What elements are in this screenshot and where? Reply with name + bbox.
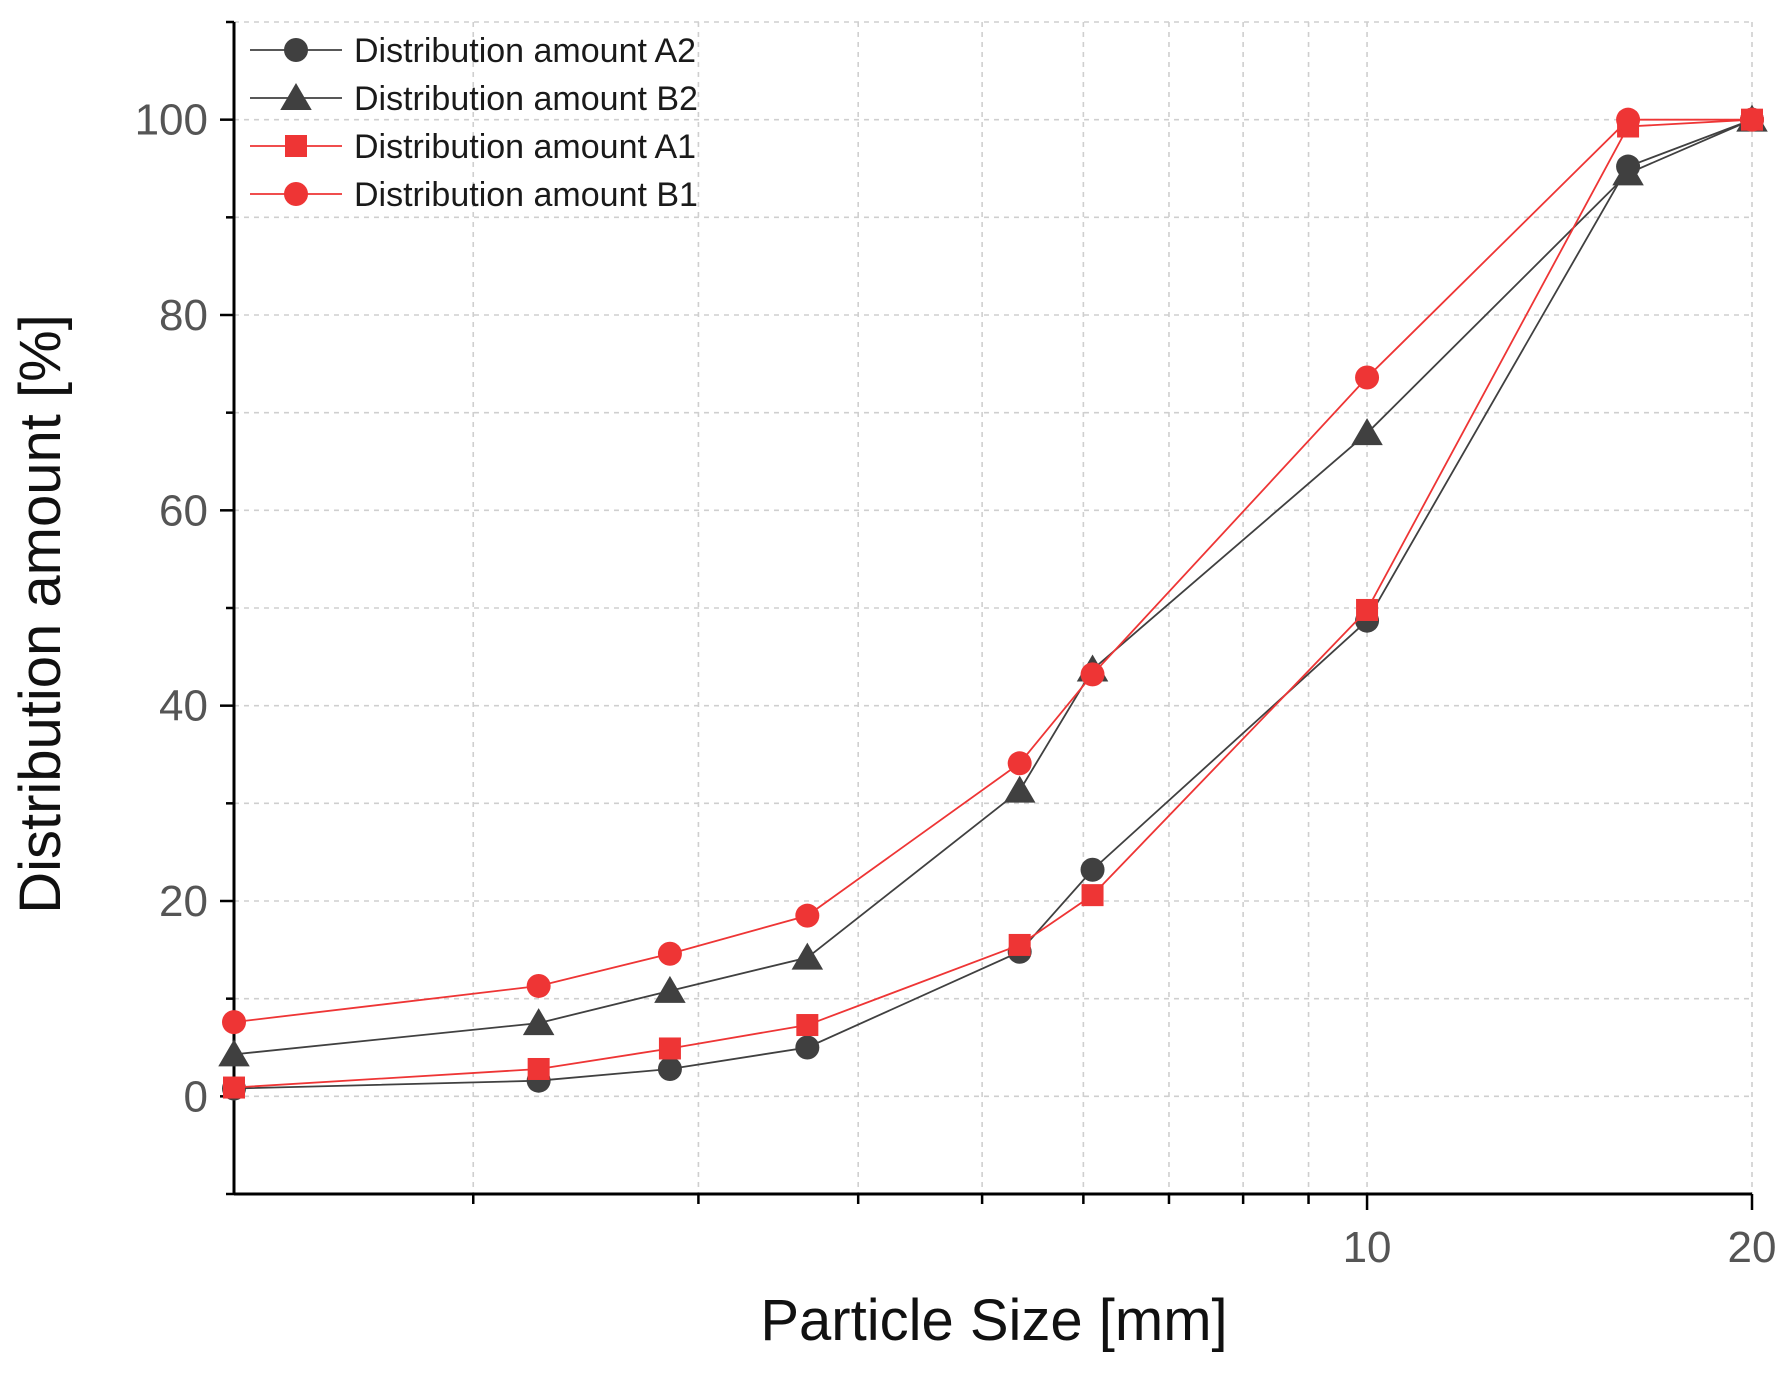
series-distribution-amount-a2 [222,107,1764,1101]
legend-marker [284,38,308,62]
data-point [657,941,682,966]
data-point [1355,365,1380,390]
x-tick-label: 10 [1343,1223,1392,1272]
grid [234,21,1753,1194]
y-tick-label: 80 [159,291,208,340]
series-line [233,118,1753,1089]
y-tick-label: 60 [159,486,208,535]
legend-label: Distribution amount A2 [354,32,696,70]
data-point [1616,107,1641,132]
data-point [1356,598,1379,621]
data-point [1740,107,1764,132]
legend-label: Distribution amount B2 [354,80,698,118]
data-point [1080,857,1105,882]
data-point [795,903,820,928]
legend-marker [284,182,308,206]
legend-item: Distribution amount B1 [250,176,698,214]
data-point [222,1010,246,1035]
data-point [796,1014,819,1037]
data-point [526,973,551,998]
data-point [1080,662,1105,687]
series-distribution-amount-a1 [223,108,1763,1099]
series-layer [218,104,1768,1101]
legend-label: Distribution amount A1 [354,128,696,166]
legend: Distribution amount A2 Distribution amoun… [250,32,698,214]
y-tick-label: 40 [159,682,208,731]
data-point [218,1039,250,1067]
data-point [657,1056,682,1081]
x-tick-label: 20 [1728,1223,1777,1272]
legend-marker [285,135,307,157]
data-point [795,1035,820,1060]
data-point [654,975,686,1003]
data-point [658,1037,681,1060]
axes: 0 20 40 60 80 100 10 20 [135,20,1777,1272]
y-axis-title: Distribution amount [%] [8,314,73,914]
y-tick-label: 20 [159,877,208,926]
data-point [527,1057,550,1080]
data-point [1351,418,1383,446]
legend-item: Distribution amount A1 [250,128,696,166]
data-point [1612,158,1644,186]
data-point [1081,884,1104,907]
series-distribution-amount-b2 [218,104,1768,1067]
legend-item: Distribution amount B2 [250,80,698,118]
data-point [791,942,824,970]
series-line [233,118,1753,1090]
data-point [223,1076,245,1099]
series-line [233,118,1752,1024]
x-axis-title: Particle Size [mm] [760,1288,1227,1353]
legend-marker [280,83,312,110]
series-distribution-amount-b1 [222,107,1764,1035]
data-point [1007,751,1032,776]
data-point [1003,775,1036,803]
data-point [522,1008,555,1036]
data-point [1008,933,1031,956]
legend-item: Distribution amount A2 [250,32,696,70]
y-tick-label: 0 [184,1072,208,1121]
legend-label: Distribution amount B1 [354,176,698,214]
y-tick-label: 100 [135,96,208,145]
series-line [233,118,1753,1056]
